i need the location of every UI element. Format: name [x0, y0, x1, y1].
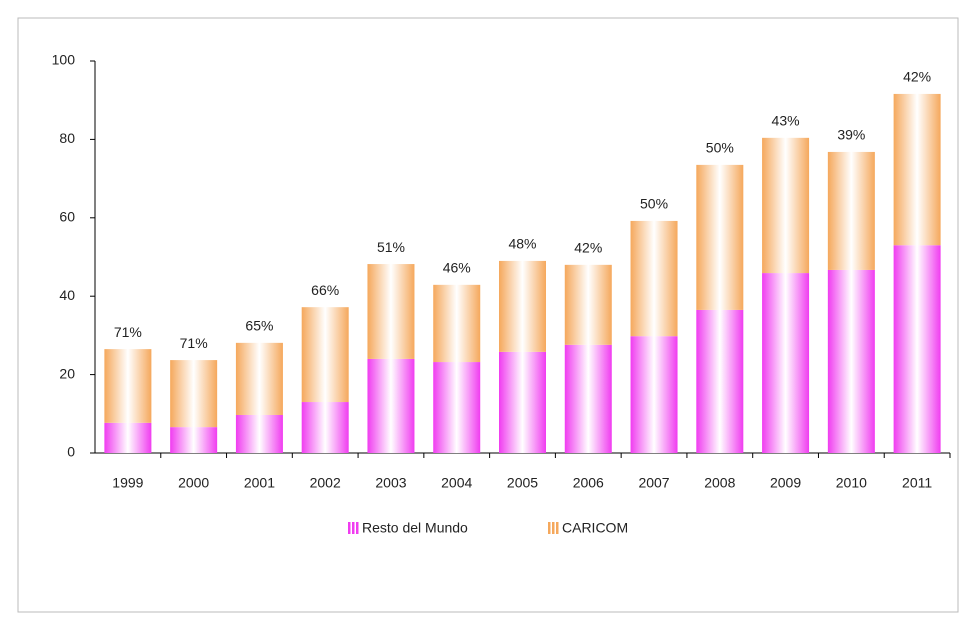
legend-swatch: [348, 522, 351, 534]
legend-swatch: [552, 522, 555, 534]
legend-label: CARICOM: [562, 520, 628, 536]
bar-segment: [630, 336, 678, 453]
legend-swatch: [356, 522, 359, 534]
bar-annotation: 48%: [508, 236, 536, 252]
y-tick-label: 20: [59, 365, 75, 381]
bar-annotation: 51%: [377, 239, 405, 255]
bar-segment: [170, 360, 218, 428]
x-tick-label: 2001: [244, 475, 275, 491]
bar-segment: [301, 307, 349, 403]
y-tick-label: 100: [52, 52, 76, 68]
bar-annotation: 66%: [311, 282, 339, 298]
bar-segment: [104, 349, 152, 423]
bar-segment: [696, 309, 744, 453]
x-tick-label: 2006: [573, 475, 604, 491]
bar-segment: [564, 264, 612, 345]
x-tick-label: 2007: [638, 475, 669, 491]
bar-segment: [762, 273, 810, 453]
x-tick-label: 1999: [112, 475, 143, 491]
x-tick-label: 2005: [507, 475, 538, 491]
y-tick-label: 40: [59, 287, 75, 303]
bar-annotation: 50%: [706, 140, 734, 156]
legend-swatch: [556, 522, 559, 534]
x-tick-label: 2010: [836, 475, 867, 491]
bar-segment: [367, 358, 415, 453]
legend-label: Resto del Mundo: [362, 520, 468, 536]
bar-segment: [499, 260, 546, 352]
bar-annotation: 39%: [837, 127, 865, 143]
x-tick-label: 2002: [310, 475, 341, 491]
bar-segment: [235, 414, 283, 453]
bar-segment: [762, 137, 810, 274]
bar-segment: [827, 151, 875, 270]
chart-frame: [17, 17, 959, 613]
bar-segment: [235, 342, 283, 415]
bar-segment: [301, 402, 349, 453]
x-tick-label: 2003: [375, 475, 406, 491]
bar-annotation: 71%: [180, 335, 208, 351]
bar-segment: [499, 351, 546, 453]
bar-segment: [367, 264, 415, 359]
bar-annotation: 71%: [114, 324, 142, 340]
bar-annotation: 42%: [574, 240, 602, 256]
bar-annotation: 65%: [245, 318, 273, 334]
bar-segment: [893, 93, 941, 246]
bar-annotation: 42%: [903, 69, 931, 85]
bar-segment: [893, 245, 941, 453]
y-tick-label: 0: [67, 444, 75, 460]
x-tick-label: 2000: [178, 475, 209, 491]
bar-annotation: 46%: [443, 260, 471, 276]
bar-segment: [170, 427, 218, 453]
bar-segment: [696, 164, 744, 310]
x-tick-label: 2004: [441, 475, 472, 491]
bar-segment: [827, 269, 875, 453]
x-tick-label: 2009: [770, 475, 801, 491]
y-tick-label: 80: [59, 130, 75, 146]
x-tick-label: 2011: [902, 475, 932, 491]
bar-segment: [630, 220, 678, 337]
bar-segment: [104, 422, 152, 453]
y-tick-label: 60: [59, 209, 75, 225]
bar-annotation: 43%: [772, 113, 800, 129]
legend-swatch: [548, 522, 551, 534]
legend-swatch: [352, 522, 355, 534]
bar-segment: [564, 344, 612, 453]
bar-segment: [433, 284, 481, 363]
bar-annotation: 50%: [640, 196, 668, 212]
x-tick-label: 2008: [704, 475, 735, 491]
bar-segment: [433, 362, 481, 453]
